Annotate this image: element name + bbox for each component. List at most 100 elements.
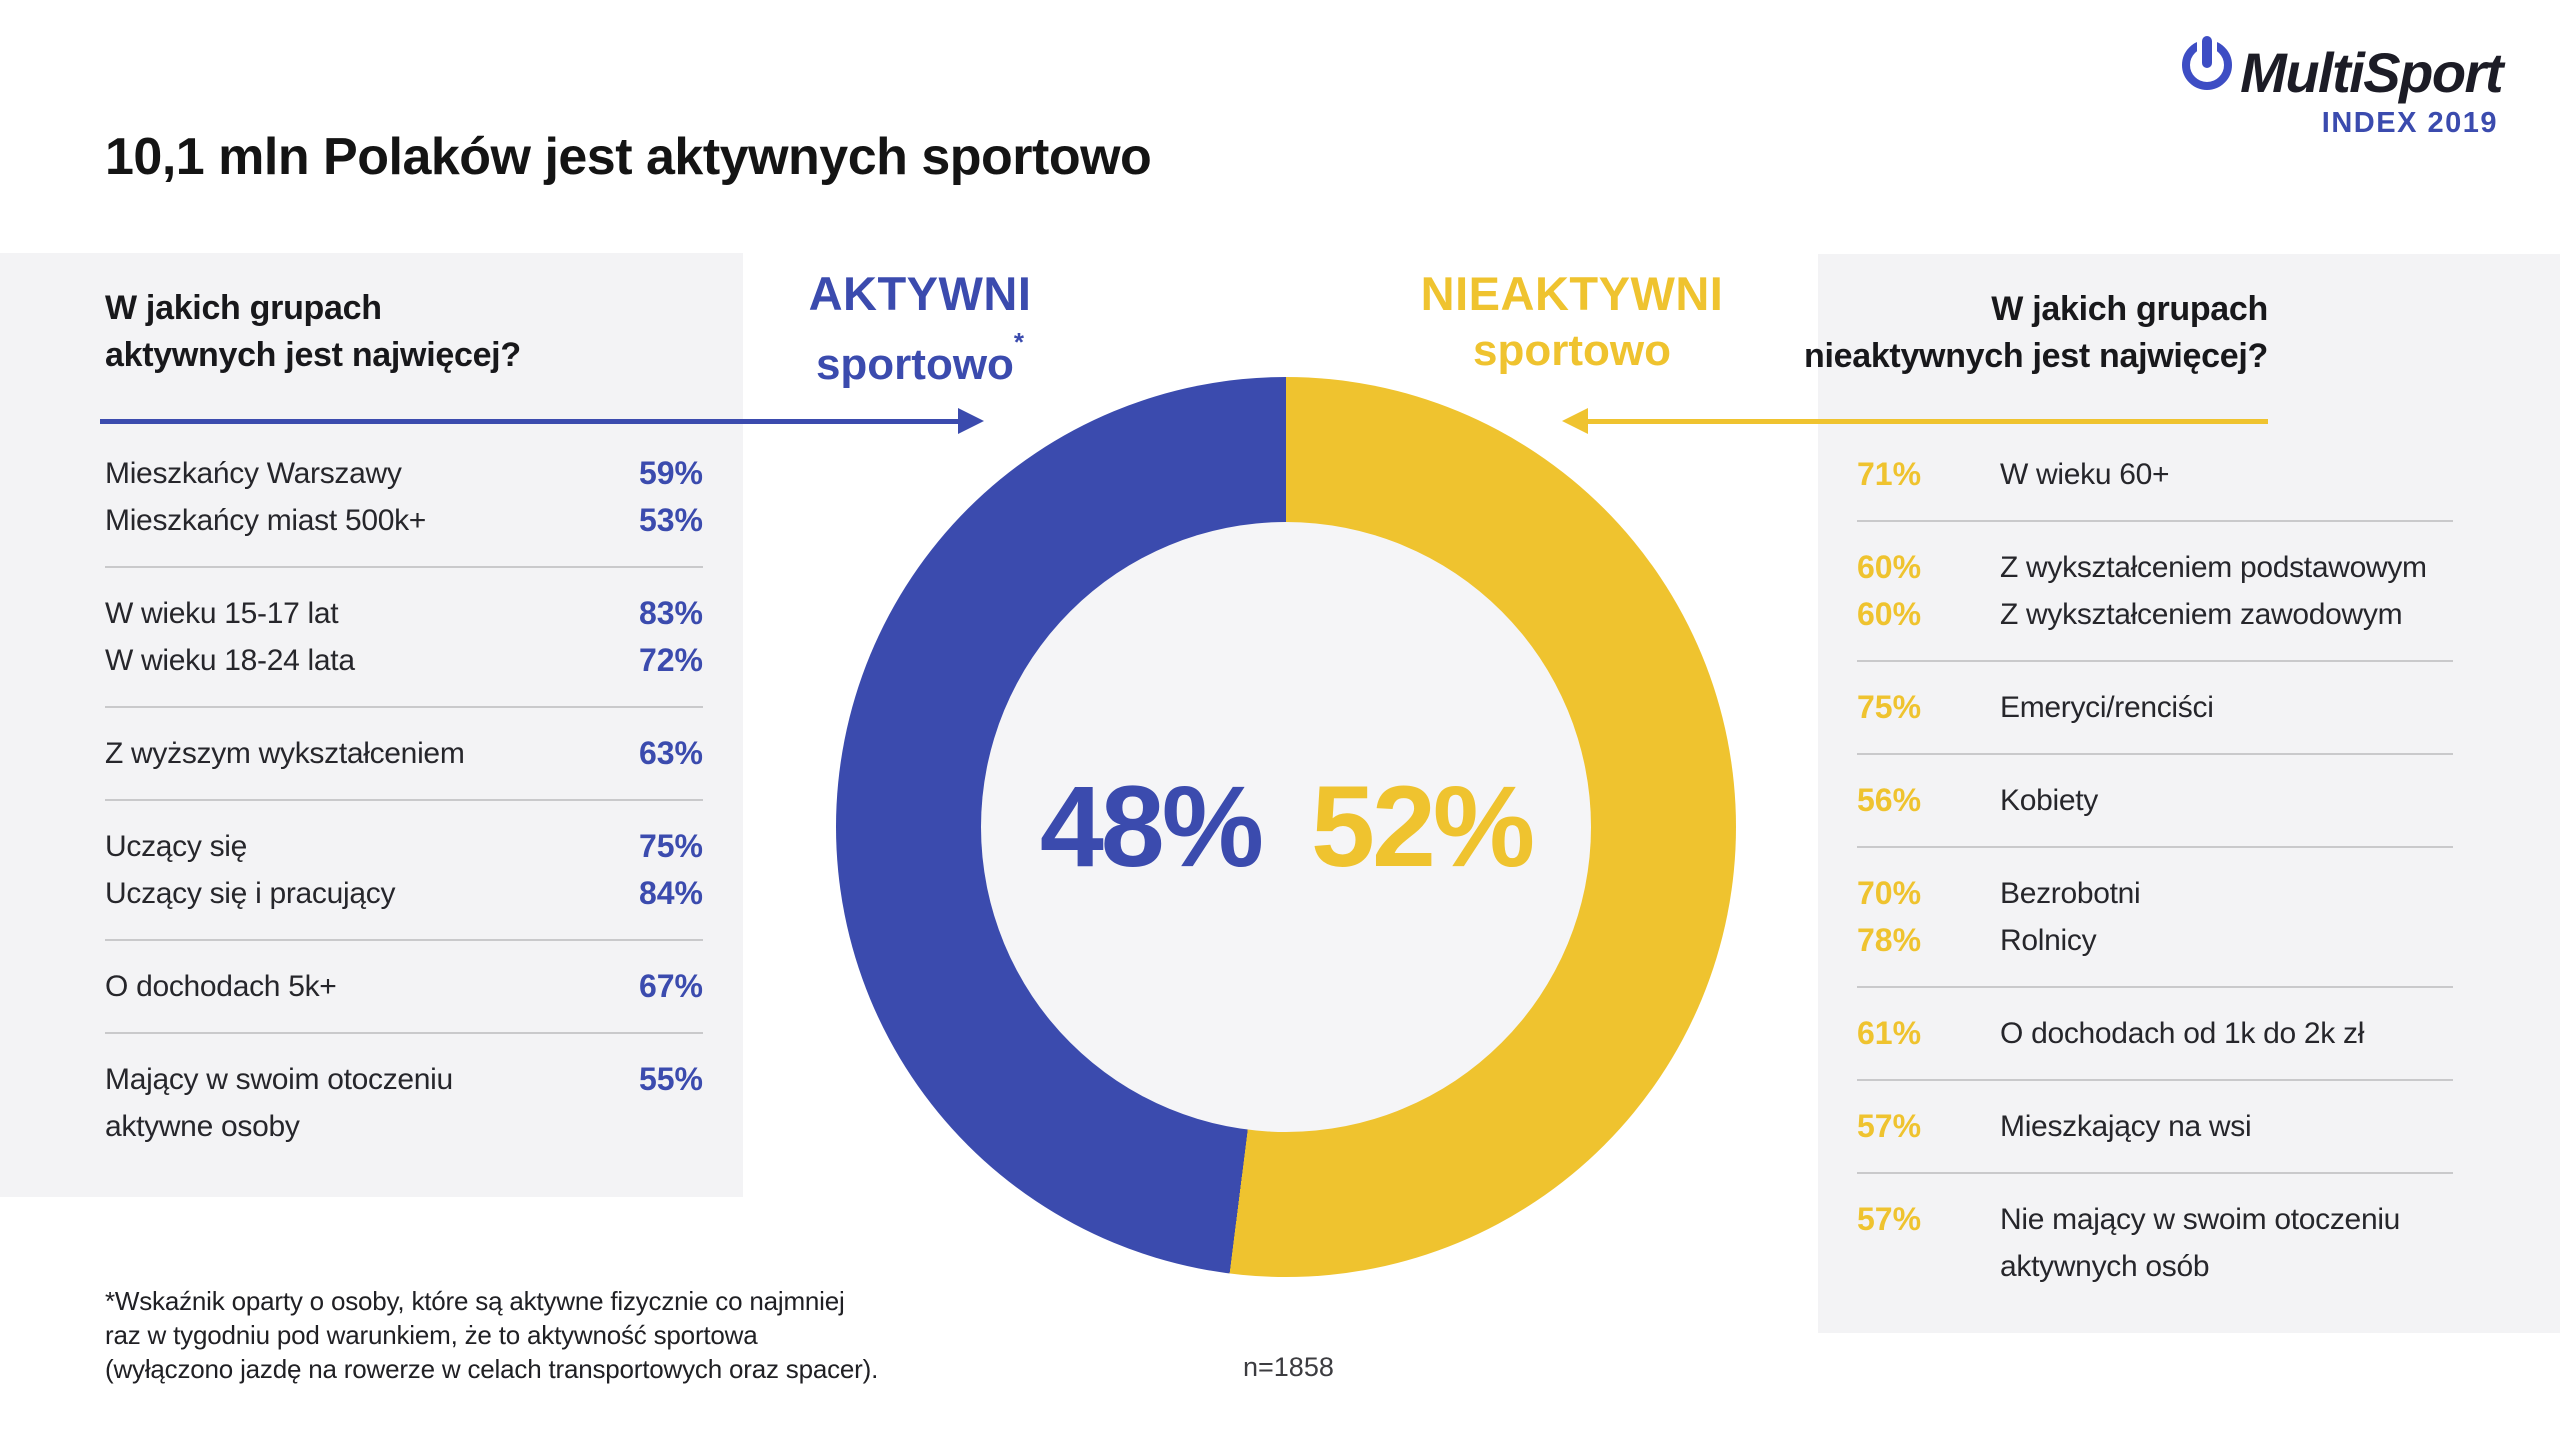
stat-value: 72% [638, 642, 703, 678]
inactive-share-value: 52% [1311, 763, 1535, 891]
stat-row: 71% W wieku 60+ [1857, 451, 2453, 498]
active-groups-panel [0, 253, 743, 1197]
stat-value: 75% [638, 828, 703, 864]
footnote-line: (wyłączono jazdę na rowerze w celach tra… [105, 1354, 879, 1384]
footnote-line: *Wskaźnik oparty o osoby, które są aktyw… [105, 1286, 845, 1316]
stat-label: Mieszkańcy Warszawy [105, 457, 402, 490]
inactive-header-line1: W jakich grupach [1991, 290, 2268, 328]
stat-value: 71% [1857, 456, 1922, 492]
stat-group: O dochodach 5k+ 67% [105, 941, 703, 1034]
stat-label: Z wyższym wykształceniem [105, 737, 465, 770]
stat-row: Uczący się i pracujący 84% [105, 870, 703, 917]
inactive-stats-list: 71% W wieku 60+ 60% Z wykształceniem pod… [1857, 451, 2453, 1312]
stat-label: W wieku 15-17 lat [105, 597, 339, 630]
page-title: 10,1 mln Polaków jest aktywnych sportowo [105, 127, 1152, 186]
stat-row: 57% Nie mający w swoim otoczeniu aktywny… [1857, 1196, 2453, 1290]
footnote: *Wskaźnik oparty o osoby, które są aktyw… [105, 1284, 878, 1386]
stat-row: 60% Z wykształceniem podstawowym [1857, 544, 2453, 591]
stat-label: Nie mający w swoim otoczeniu aktywnych o… [2000, 1203, 2401, 1283]
stat-value: 57% [1857, 1108, 1922, 1144]
inactive-slice-label: NIEAKTYWNI sportowo [1392, 270, 1752, 373]
stat-label: Mieszkający na wsi [2000, 1110, 2252, 1143]
active-stats-list: Mieszkańcy Warszawy 59% Mieszkańcy miast… [105, 450, 703, 1172]
stat-row: Z wyższym wykształceniem 63% [105, 730, 703, 777]
stat-label: Z wykształceniem zawodowym [2000, 598, 2403, 631]
stat-value: 67% [638, 968, 703, 1004]
donut-hole: 48% 52% [981, 522, 1591, 1132]
stat-label: Uczący się i pracujący [105, 877, 396, 910]
active-header-line1: W jakich grupach [105, 289, 382, 327]
stat-group: 70% Bezrobotni 78% Rolnicy [1857, 848, 2453, 988]
stat-label: W wieku 18-24 lata [105, 644, 355, 677]
stat-group: 57% Mieszkający na wsi [1857, 1081, 2453, 1174]
active-slice-name: AKTYWNI [808, 267, 1032, 320]
active-panel-header: W jakich grupach aktywnych jest najwięce… [105, 285, 521, 379]
stat-group: 71% W wieku 60+ [1857, 451, 2453, 522]
stat-group: Mieszkańcy Warszawy 59% Mieszkańcy miast… [105, 450, 703, 568]
stat-row: 57% Mieszkający na wsi [1857, 1103, 2453, 1150]
right-arrow-icon [958, 408, 984, 434]
stat-label: O dochodach od 1k do 2k zł [2000, 1017, 2365, 1050]
stat-group: 75% Emeryci/renciści [1857, 662, 2453, 755]
brand-edition: INDEX 2019 [2321, 107, 2498, 139]
stat-group: 60% Z wykształceniem podstawowym 60% Z w… [1857, 522, 2453, 662]
stat-value: 61% [1857, 1015, 1922, 1051]
stat-label: Emeryci/renciści [2000, 691, 2214, 724]
stat-value: 83% [638, 595, 703, 631]
stat-value: 84% [638, 875, 703, 911]
active-slice-label: AKTYWNI sportowo* [740, 270, 1100, 387]
stat-group: 61% O dochodach od 1k do 2k zł [1857, 988, 2453, 1081]
stat-value: 59% [638, 455, 703, 491]
stat-row: Uczący się 75% [105, 823, 703, 870]
brand-logo: MultiSport INDEX 2019 [2182, 35, 2503, 140]
stat-row: W wieku 18-24 lata 72% [105, 637, 703, 684]
footnote-marker: * [1013, 327, 1025, 357]
stat-group: Z wyższym wykształceniem 63% [105, 708, 703, 801]
power-ring-icon [2182, 35, 2233, 90]
active-slice-sublabel: sportowo [815, 340, 1014, 389]
inactive-slice-name: NIEAKTYWNI [1420, 267, 1724, 320]
stat-group: W wieku 15-17 lat 83% W wieku 18-24 lata… [105, 568, 703, 708]
inactive-slice-sublabel: sportowo [1473, 326, 1671, 375]
inactive-header-line2: nieaktywnych jest najwięcej? [1803, 337, 2268, 375]
stat-row: 75% Emeryci/renciści [1857, 684, 2453, 731]
brand-name: MultiSport [2240, 41, 2503, 104]
stat-label: Bezrobotni [2000, 877, 2141, 910]
stat-row: 56% Kobiety [1857, 777, 2453, 824]
stat-row: Mający w swoim otoczeniu aktywne osoby 5… [105, 1056, 703, 1150]
footnote-line: raz w tygodniu pod warunkiem, że to akty… [105, 1320, 758, 1350]
stat-label: Z wykształceniem podstawowym [2000, 551, 2427, 584]
inactive-panel-header: W jakich grupach nieaktywnych jest najwi… [1804, 286, 2268, 380]
stat-label: Kobiety [2000, 784, 2098, 817]
stat-value: 56% [1857, 782, 1922, 818]
inactive-groups-panel [1818, 254, 2560, 1333]
sample-size-note: n=1858 [1243, 1352, 1334, 1382]
stat-value: 63% [638, 735, 703, 771]
stat-label: Uczący się [105, 830, 248, 863]
active-share-value: 48% [1039, 763, 1264, 891]
stat-value: 60% [1857, 596, 1922, 632]
stat-value: 70% [1857, 875, 1922, 911]
stat-value: 78% [1857, 922, 1922, 958]
stat-row: 60% Z wykształceniem zawodowym [1857, 591, 2453, 638]
stat-value: 60% [1857, 549, 1922, 585]
stat-row: 61% O dochodach od 1k do 2k zł [1857, 1010, 2453, 1057]
stat-group: Mający w swoim otoczeniu aktywne osoby 5… [105, 1034, 703, 1172]
active-arrow-line [100, 419, 958, 424]
stat-value: 75% [1857, 689, 1922, 725]
stat-row: Mieszkańcy Warszawy 59% [105, 450, 703, 497]
stat-label: W wieku 60+ [2000, 458, 2170, 491]
stat-group: 57% Nie mający w swoim otoczeniu aktywny… [1857, 1174, 2453, 1312]
stat-value: 55% [638, 1061, 703, 1097]
stat-value: 53% [638, 502, 703, 538]
stat-row: W wieku 15-17 lat 83% [105, 590, 703, 637]
active-header-line2: aktywnych jest najwięcej? [105, 336, 521, 374]
stat-label: Mieszkańcy miast 500k+ [105, 504, 427, 537]
stat-label: O dochodach 5k+ [105, 970, 337, 1003]
stat-value: 57% [1857, 1201, 1922, 1237]
inactive-arrow-line [1588, 419, 2268, 424]
stat-row: O dochodach 5k+ 67% [105, 963, 703, 1010]
stat-row: 78% Rolnicy [1857, 917, 2453, 964]
stat-group: 56% Kobiety [1857, 755, 2453, 848]
stat-row: Mieszkańcy miast 500k+ 53% [105, 497, 703, 544]
